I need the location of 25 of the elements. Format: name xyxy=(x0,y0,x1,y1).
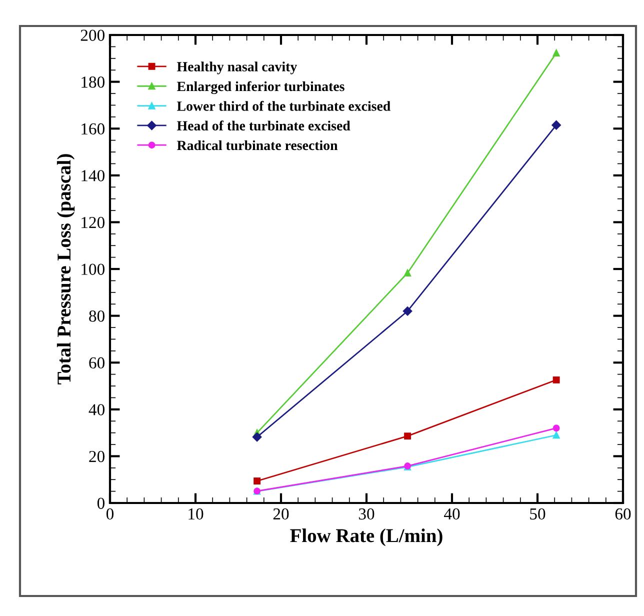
x-tick-label: 10 xyxy=(188,508,204,520)
legend-label: Lower third of the turbinate excised xyxy=(177,100,390,111)
legend-label: Healthy nasal cavity xyxy=(177,62,298,74)
x-tick-label: 20 xyxy=(273,508,289,520)
y-tick-label: 60 xyxy=(89,357,105,369)
y-tick-label: 140 xyxy=(82,170,105,182)
legend-label: Head of the turbinate excised xyxy=(177,120,350,131)
y-tick-label: 180 xyxy=(82,76,105,88)
legend-label: Radical turbinate resection xyxy=(177,140,338,150)
x-tick-label: 50 xyxy=(530,508,546,520)
x-tick-label: 40 xyxy=(444,508,460,520)
y-tick-label: 200 xyxy=(80,30,105,41)
x-tick-label: 30 xyxy=(358,508,374,520)
y-tick-label: 100 xyxy=(82,264,105,275)
y-tick-label: 160 xyxy=(82,123,105,135)
y-tick-label: 20 xyxy=(89,450,105,462)
x-tick-label: 0 xyxy=(106,508,114,520)
x-tick-label: 60 xyxy=(615,508,631,520)
x-axis-title: Flow Rate (L/min) xyxy=(290,528,442,546)
y-axis-title: Total Pressure Loss (pascal) xyxy=(56,154,75,384)
y-tick-label: 0 xyxy=(97,498,105,509)
y-tick-label: 40 xyxy=(88,404,105,416)
y-tick-label: 120 xyxy=(82,216,105,228)
y-tick-label: 80 xyxy=(89,310,105,322)
legend-label: Enlarged inferior turbinates xyxy=(177,81,344,94)
